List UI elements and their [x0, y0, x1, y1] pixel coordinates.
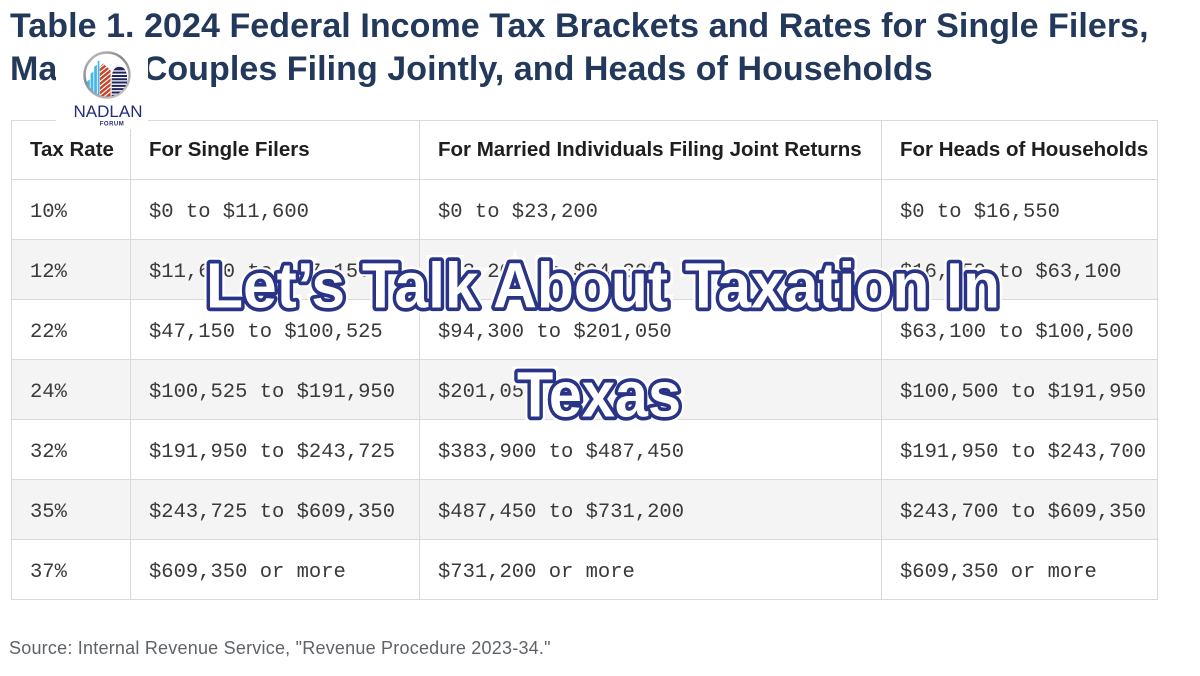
svg-text:NADLAN: NADLAN: [74, 102, 143, 121]
svg-text:FORUM: FORUM: [100, 121, 125, 127]
